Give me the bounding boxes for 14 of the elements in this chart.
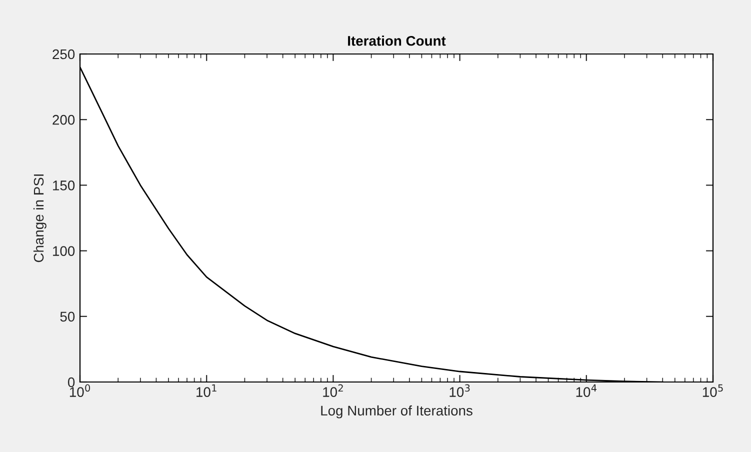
x-tick-label: 10$^{4}$ [576, 384, 597, 397]
y-tick-label: 50 [60, 312, 75, 322]
chart-title: Iteration Count [348, 36, 446, 46]
x-axis-title: Log Number of Iterations [321, 405, 472, 418]
x-tick-label: 10$^{1}$ [196, 384, 216, 397]
y-tick-label: 200 [52, 114, 75, 125]
y-axis-title: Change in PSI [33, 174, 46, 262]
x-tick-label: 10$^{2}$ [323, 384, 343, 397]
y-tick-label: 0 [68, 377, 75, 388]
x-tick-label: 10$^{5}$ [702, 384, 723, 397]
x-tick-label: 10$^{3}$ [450, 384, 470, 397]
y-tick-label: 250 [52, 49, 75, 60]
y-tick-label: 150 [53, 180, 75, 190]
y-tick-label: 100 [53, 246, 75, 256]
